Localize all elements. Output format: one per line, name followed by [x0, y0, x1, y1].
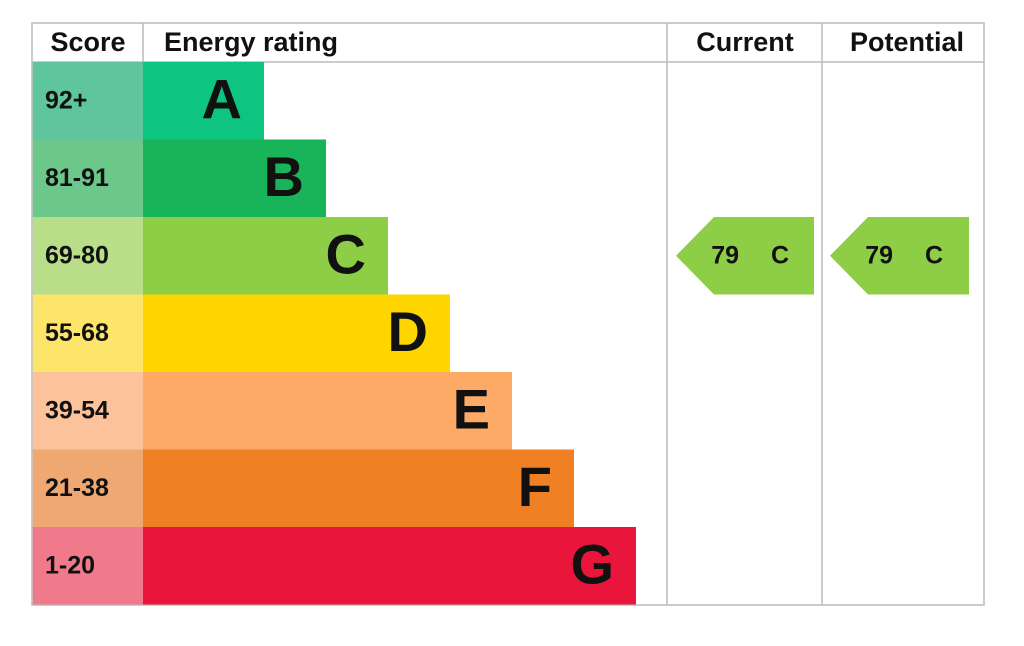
band-letter: E	[453, 378, 490, 441]
rating-bar	[143, 294, 450, 372]
score-cell	[32, 139, 143, 217]
rating-bar	[143, 139, 326, 217]
score-label: 39-54	[45, 396, 109, 424]
header-score: Score	[50, 27, 125, 57]
rating-bar	[143, 217, 388, 295]
header-potential: Potential	[850, 27, 964, 57]
score-label: 81-91	[45, 164, 109, 192]
rating-bar	[143, 372, 512, 450]
potential-arrow	[830, 217, 969, 295]
rating-bar	[143, 527, 636, 605]
score-label: 92+	[45, 86, 87, 114]
score-label: 55-68	[45, 319, 109, 347]
score-cell	[32, 62, 143, 140]
potential-letter: C	[925, 241, 943, 269]
score-label: 1-20	[45, 551, 95, 579]
score-label: 69-80	[45, 241, 109, 269]
band-letter: A	[202, 68, 242, 131]
band-letter: D	[388, 300, 428, 363]
current-arrow	[676, 217, 814, 295]
score-cell	[32, 294, 143, 372]
header-current: Current	[696, 27, 794, 57]
current-value: 79	[711, 241, 739, 269]
band-letter: F	[518, 455, 552, 518]
header-rating: Energy rating	[164, 27, 338, 57]
score-cell	[32, 449, 143, 527]
score-cell	[32, 217, 143, 295]
rating-bar	[143, 62, 264, 140]
potential-value: 79	[865, 241, 893, 269]
score-cell	[32, 527, 143, 605]
current-letter: C	[771, 241, 789, 269]
band-letter: C	[326, 223, 366, 286]
band-letter: B	[264, 145, 304, 208]
band-letter: G	[570, 533, 614, 596]
score-cell	[32, 372, 143, 450]
rating-bar	[143, 449, 574, 527]
score-label: 21-38	[45, 474, 109, 502]
